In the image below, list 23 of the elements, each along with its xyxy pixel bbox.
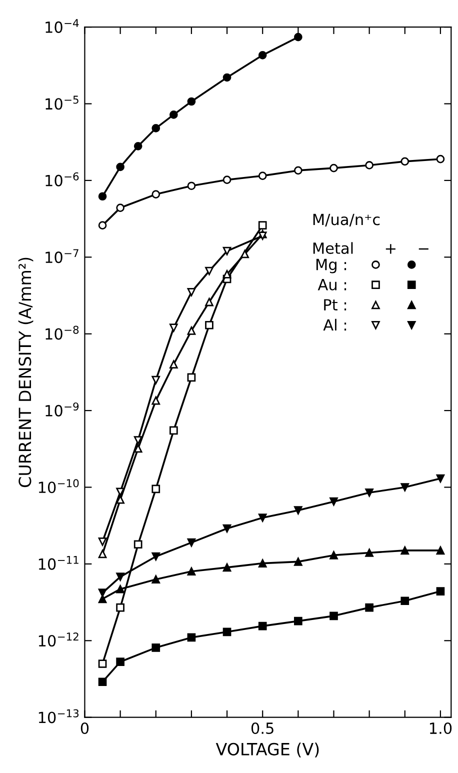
- y-tick-label: 10$^{−13}$: [38, 709, 79, 724]
- x-axis-title: VOLTAGE (V): [216, 742, 319, 758]
- y-tick-label: 10$^{−7}$: [46, 249, 78, 264]
- x-tick-label: 1.0: [430, 722, 452, 734]
- x-tick-label: 0.5: [251, 722, 274, 734]
- y-tick-label: 10$^{−6}$: [46, 172, 79, 186]
- legend-label: Mg :: [316, 258, 346, 274]
- y-tick-label: 10$^{−9}$: [46, 402, 79, 416]
- legend-title: M/ua/n⁺c: [313, 214, 380, 226]
- y-axis-title: CURRENT DENSITY (A/mm²): [18, 258, 34, 488]
- x-tick-label: 0: [80, 722, 89, 734]
- y-tick-label: 10$^{−8}$: [46, 326, 79, 340]
- y-tick-label: 10$^{−5}$: [46, 96, 78, 110]
- annotation: −: [418, 248, 428, 250]
- legend-label: Au :: [318, 279, 346, 290]
- legend-label: Al :: [323, 318, 346, 330]
- annotation: +: [386, 244, 396, 254]
- annotation: Metal: [313, 242, 353, 254]
- y-tick-label: 10$^{−4}$: [46, 19, 79, 33]
- y-tick-label: 10$^{−12}$: [38, 632, 78, 647]
- y-tick-label: 10$^{−11}$: [38, 556, 78, 570]
- y-tick-label: 10$^{−10}$: [38, 479, 79, 494]
- legend-label: Pt :: [324, 299, 346, 310]
